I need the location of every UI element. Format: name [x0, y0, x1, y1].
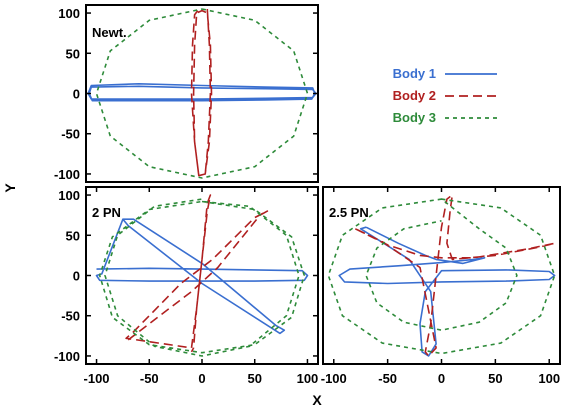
x-tick-label: -100 — [84, 371, 110, 386]
series-line-body1 — [95, 218, 309, 335]
y-tick-label: 0 — [73, 87, 80, 102]
x-axis-label: X — [312, 392, 322, 408]
y-tick-label: -50 — [61, 309, 80, 324]
series-line-body1 — [87, 83, 317, 102]
panel-label-newt: Newt. — [92, 25, 127, 40]
x-tick-label: -100 — [321, 371, 347, 386]
x-tick-label: -50 — [140, 371, 159, 386]
x-tick-label: 100 — [538, 371, 560, 386]
y-tick-label: 100 — [58, 6, 80, 21]
panel-label-25pn: 2.5 PN — [329, 205, 369, 220]
series-line-body3 — [95, 8, 309, 179]
y-tick-label: 0 — [73, 269, 80, 284]
y-tick-label: 50 — [66, 46, 80, 61]
y-tick-label: -100 — [54, 349, 80, 364]
panel-0-series — [87, 8, 317, 179]
legend-label-body2: Body 2 — [393, 88, 436, 103]
y-tick-label: 100 — [58, 188, 80, 203]
x-tick-label: 0 — [198, 371, 205, 386]
x-tick-label: 50 — [247, 371, 261, 386]
legend-label-body3: Body 3 — [393, 110, 436, 125]
panel-2-series — [327, 194, 556, 357]
x-tick-label: -50 — [378, 371, 397, 386]
series-line-body2 — [125, 194, 269, 353]
y-tick-label: 50 — [66, 228, 80, 243]
x-tick-label: 50 — [488, 371, 502, 386]
series-line-body2 — [354, 194, 556, 357]
legend: Body 1 Body 2 Body 3 — [393, 66, 497, 125]
legend-label-body1: Body 1 — [393, 66, 436, 81]
x-tick-label: 0 — [438, 371, 445, 386]
x-tick-label: 100 — [297, 371, 319, 386]
series-line-body1 — [338, 226, 556, 357]
series-line-body3 — [98, 198, 306, 357]
panel-1-series — [95, 194, 309, 357]
series-line-body2 — [190, 8, 213, 177]
panel-label-2pn: 2 PN — [92, 205, 121, 220]
series-line-body3 — [327, 198, 556, 355]
y-tick-label: -100 — [54, 167, 80, 182]
y-tick-label: -50 — [61, 127, 80, 142]
y-axis-label: Y — [2, 183, 18, 193]
